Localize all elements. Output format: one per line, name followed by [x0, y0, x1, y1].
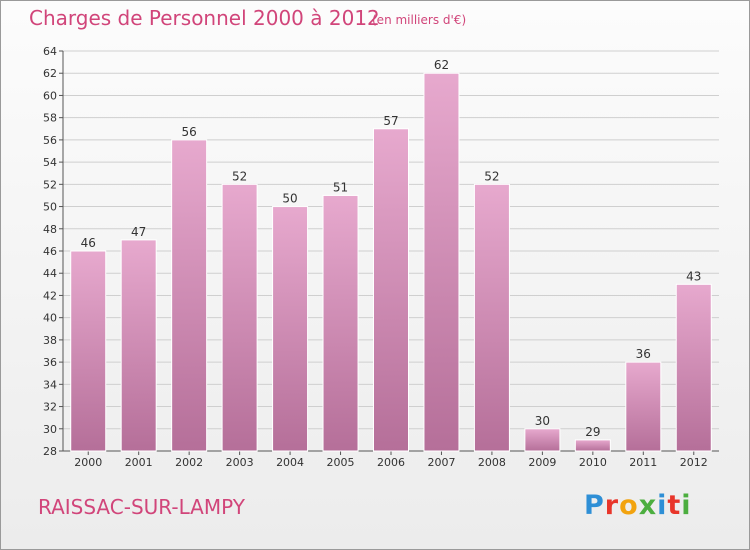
- bar-2010: [574, 439, 611, 452]
- y-tick-label: 52: [43, 178, 57, 191]
- x-tick-label-2004: 2004: [276, 456, 304, 469]
- x-tick-label-2011: 2011: [629, 456, 657, 469]
- x-tick-label-2008: 2008: [478, 456, 506, 469]
- y-tick-label: 54: [43, 156, 57, 169]
- y-tick-label: 64: [43, 45, 57, 58]
- x-tick-label-2002: 2002: [175, 456, 203, 469]
- x-tick-label-2007: 2007: [427, 456, 455, 469]
- y-tick-label: 62: [43, 67, 57, 80]
- y-tick-label: 34: [43, 378, 57, 391]
- x-tick-label-2010: 2010: [579, 456, 607, 469]
- y-tick-label: 46: [43, 245, 57, 258]
- bar-2006: [373, 128, 409, 452]
- bar-2000: [70, 250, 107, 452]
- bar-2012: [675, 283, 712, 452]
- x-tick-label-2009: 2009: [528, 456, 556, 469]
- data-label-2009: 30: [535, 414, 550, 428]
- data-label-2002: 56: [182, 125, 197, 139]
- bar-2002: [171, 139, 208, 452]
- data-label-2008: 52: [484, 169, 499, 183]
- data-label-2004: 50: [282, 192, 297, 206]
- x-tick-label-2012: 2012: [680, 456, 708, 469]
- chart-subtitle: (en milliers d'€): [372, 13, 467, 27]
- x-tick-label-2001: 2001: [125, 456, 153, 469]
- y-tick-label: 42: [43, 289, 57, 302]
- chart-title: Charges de Personnel 2000 à 2012: [29, 6, 380, 30]
- bar-2005: [322, 194, 359, 452]
- logo-letter: P: [584, 490, 605, 521]
- y-tick-label: 32: [43, 401, 57, 414]
- data-label-2000: 46: [81, 236, 96, 250]
- labels: 28 30 32 34 36 38 40 42 44 46 48 50 52 54 56 58 60 62 64 46…: [43, 45, 708, 469]
- logo-letter: i: [681, 490, 692, 521]
- y-tick-label: 50: [43, 201, 57, 214]
- y-tick-label: 38: [43, 334, 57, 347]
- data-label-2007: 62: [434, 58, 449, 72]
- y-tick-label: 58: [43, 112, 57, 125]
- data-label-2005: 51: [333, 180, 348, 194]
- logo-letter: i: [657, 490, 668, 521]
- bar-2008: [473, 183, 510, 452]
- commune-name: RAISSAC-SUR-LAMPY: [38, 495, 245, 519]
- bar-2009: [524, 428, 561, 452]
- bar-2003: [221, 183, 258, 452]
- y-tick-label: 60: [43, 89, 57, 102]
- data-label-2003: 52: [232, 169, 247, 183]
- data-label-2006: 57: [383, 114, 398, 128]
- proxiti-logo[interactable]: Proxiti: [584, 490, 692, 521]
- x-tick-label-2005: 2005: [327, 456, 355, 469]
- logo-letter: x: [638, 490, 658, 521]
- data-label-2010: 29: [585, 425, 600, 439]
- bar-2001: [120, 239, 157, 452]
- y-tick-label: 48: [43, 223, 57, 236]
- y-tick-label: 44: [43, 267, 57, 280]
- y-tick-label: 30: [43, 423, 57, 436]
- logo-letter: o: [619, 490, 639, 521]
- x-tick-label-2006: 2006: [377, 456, 405, 469]
- data-label-2001: 47: [131, 225, 146, 239]
- logo-letter: r: [604, 490, 620, 521]
- data-label-2011: 36: [636, 347, 651, 361]
- y-tick-label: 56: [43, 134, 57, 147]
- bars: [70, 72, 712, 452]
- data-label-2012: 43: [686, 269, 701, 283]
- y-tick-label: 40: [43, 312, 57, 325]
- bar-2011: [625, 361, 662, 452]
- x-tick-label-2000: 2000: [74, 456, 102, 469]
- bar-2004: [272, 206, 309, 452]
- logo-letter: t: [667, 490, 682, 521]
- bar-2007: [423, 72, 460, 452]
- y-tick-label: 28: [43, 445, 57, 458]
- y-tick-label: 36: [43, 356, 57, 369]
- x-tick-label-2003: 2003: [226, 456, 254, 469]
